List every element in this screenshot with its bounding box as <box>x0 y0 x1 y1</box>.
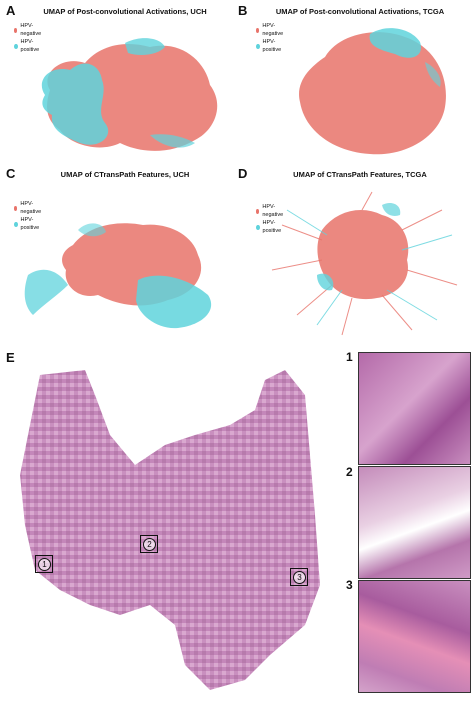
negative-swatch-icon <box>256 27 260 33</box>
panel-b-title: UMAP of Post-convolutional Activations, … <box>275 7 445 16</box>
legend-item-negative: HPV-negative <box>256 22 285 38</box>
thumb-label-1: 1 <box>346 350 353 364</box>
panel-letter-a: A <box>6 3 16 18</box>
legend-label: HPV-negative <box>262 23 284 37</box>
tile-mosaic-image <box>20 370 320 690</box>
legend-item-negative: HPV-negative <box>14 200 43 216</box>
umap-plot-c <box>24 223 212 329</box>
panel-d-legend: HPV-negative HPV-positive <box>256 203 285 235</box>
thumbnail-region-3 <box>358 580 471 693</box>
positive-swatch-icon <box>14 43 18 49</box>
panel-c-legend: HPV-negative HPV-positive <box>14 200 43 232</box>
tissue-mosaic <box>20 370 320 690</box>
panel-a-title: UMAP of Post-convolutional Activations, … <box>43 7 207 16</box>
negative-swatch-icon <box>14 27 18 33</box>
umap-cloud-negative <box>299 32 446 155</box>
umap-cloud-positive-top <box>382 203 401 216</box>
legend-item-negative: HPV-negative <box>14 22 43 38</box>
umap-cloud-negative <box>317 210 409 300</box>
negative-swatch-icon <box>256 208 260 214</box>
negative-swatch-icon <box>14 205 18 211</box>
marker-label: 2 <box>143 538 156 551</box>
legend-label: HPV-positive <box>262 39 282 53</box>
thumb-label-2: 2 <box>346 465 353 479</box>
thumbnail-region-2 <box>358 466 471 579</box>
umap-cloud-positive-bottom <box>150 134 195 148</box>
thumb-label-3: 3 <box>346 578 353 592</box>
umap-cloud-positive-top <box>125 38 165 55</box>
marker-label: 1 <box>38 558 51 571</box>
marker-label: 3 <box>293 571 306 584</box>
umap-cloud-positive <box>317 273 334 291</box>
positive-swatch-icon <box>256 43 260 49</box>
panel-d-title: UMAP of CTransPath Features, TCGA <box>293 170 427 179</box>
thumbnail-region-1 <box>358 352 471 465</box>
legend-label: HPV-negative <box>20 201 42 215</box>
positive-swatch-icon <box>14 221 18 227</box>
legend-label: HPV-positive <box>262 220 282 234</box>
panel-letter-c: C <box>6 166 16 181</box>
umap-cloud-positive-top <box>78 223 106 237</box>
region-marker-2: 2 <box>140 535 158 553</box>
umap-outlier-strands-negative <box>271 191 458 336</box>
positive-swatch-icon <box>256 224 260 230</box>
legend-item-positive: HPV-positive <box>14 216 43 232</box>
panel-letter-e: E <box>6 350 15 365</box>
umap-cloud-positive <box>136 275 212 329</box>
legend-item-positive: HPV-positive <box>256 219 285 235</box>
panel-b-legend: HPV-negative HPV-positive <box>256 22 285 54</box>
umap-cloud-positive <box>41 63 109 145</box>
umap-plot-b <box>299 28 446 155</box>
umap-plot-a <box>41 38 218 151</box>
umap-plot-d <box>271 191 458 336</box>
legend-item-positive: HPV-positive <box>14 38 43 54</box>
legend-label: HPV-positive <box>20 39 40 53</box>
region-marker-1: 1 <box>35 555 53 573</box>
legend-label: HPV-negative <box>262 204 284 218</box>
panel-letter-d: D <box>238 166 248 181</box>
panel-letter-b: B <box>238 3 248 18</box>
region-marker-3: 3 <box>290 568 308 586</box>
legend-item-negative: HPV-negative <box>256 203 285 219</box>
panel-a-legend: HPV-negative HPV-positive <box>14 22 43 54</box>
umap-cloud-positive <box>369 28 421 58</box>
legend-label: HPV-positive <box>20 217 40 231</box>
umap-cloud-positive-right <box>425 62 441 87</box>
legend-label: HPV-negative <box>20 23 42 37</box>
umap-outlier-strands-positive <box>286 209 453 326</box>
umap-cloud-positive-left <box>24 269 68 315</box>
legend-item-positive: HPV-positive <box>256 38 285 54</box>
panel-c-title: UMAP of CTransPath Features, UCH <box>60 170 190 179</box>
